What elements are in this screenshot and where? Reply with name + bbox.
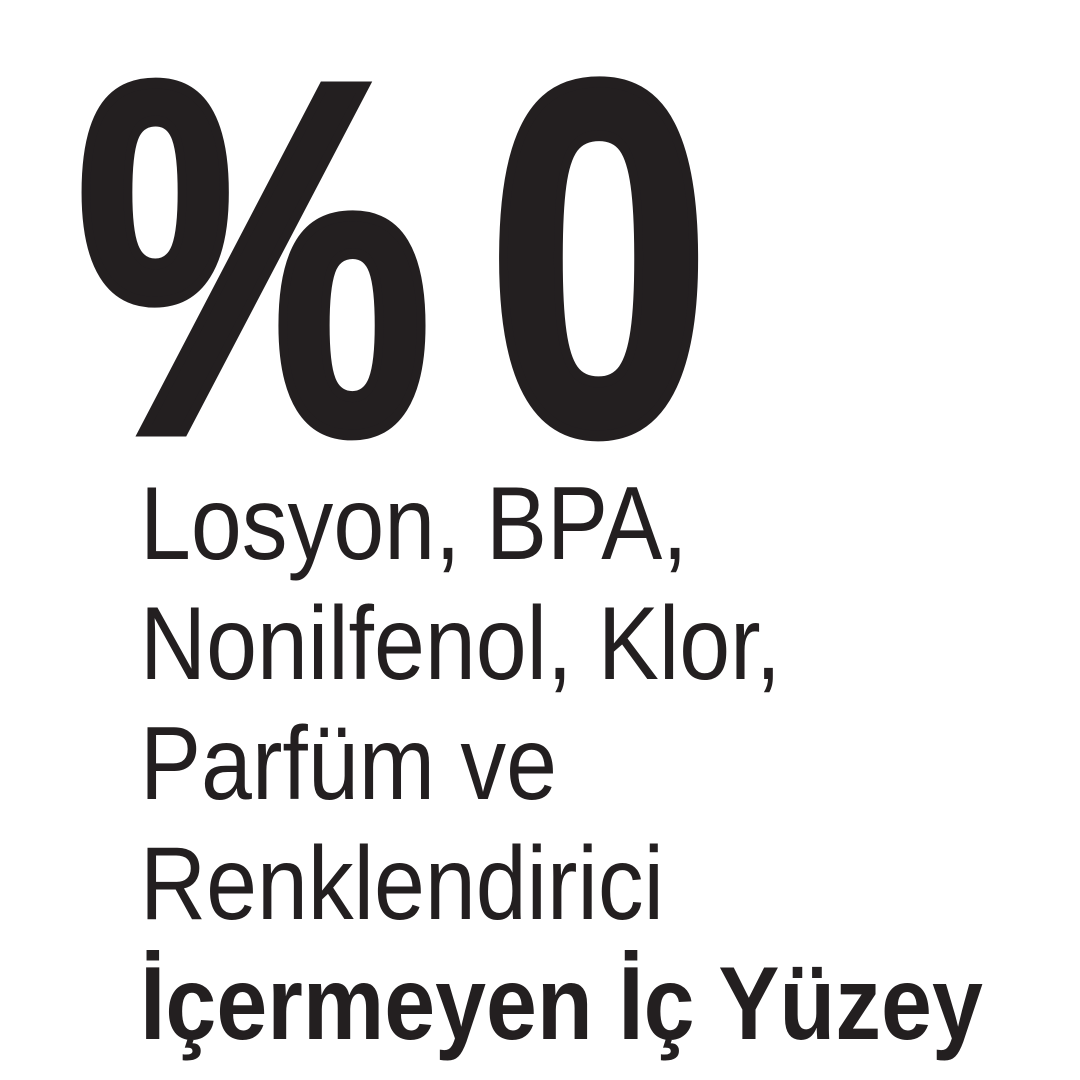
ingredient-claim-text: Losyon, BPA, Nonilfenol, Klor, Parfüm ve… [140, 464, 983, 1064]
zero-percent-headline: %0 [72, 0, 767, 537]
ingredient-line-2: Nonilfenol, Klor, [140, 586, 781, 702]
claim-emphasis-line: İçermeyen İç Yüzey [140, 946, 983, 1062]
ingredient-line-4: Renklendirici [140, 826, 664, 942]
ingredient-line-1: Losyon, BPA, [140, 466, 688, 582]
ingredient-line-3: Parfüm ve [140, 706, 558, 822]
